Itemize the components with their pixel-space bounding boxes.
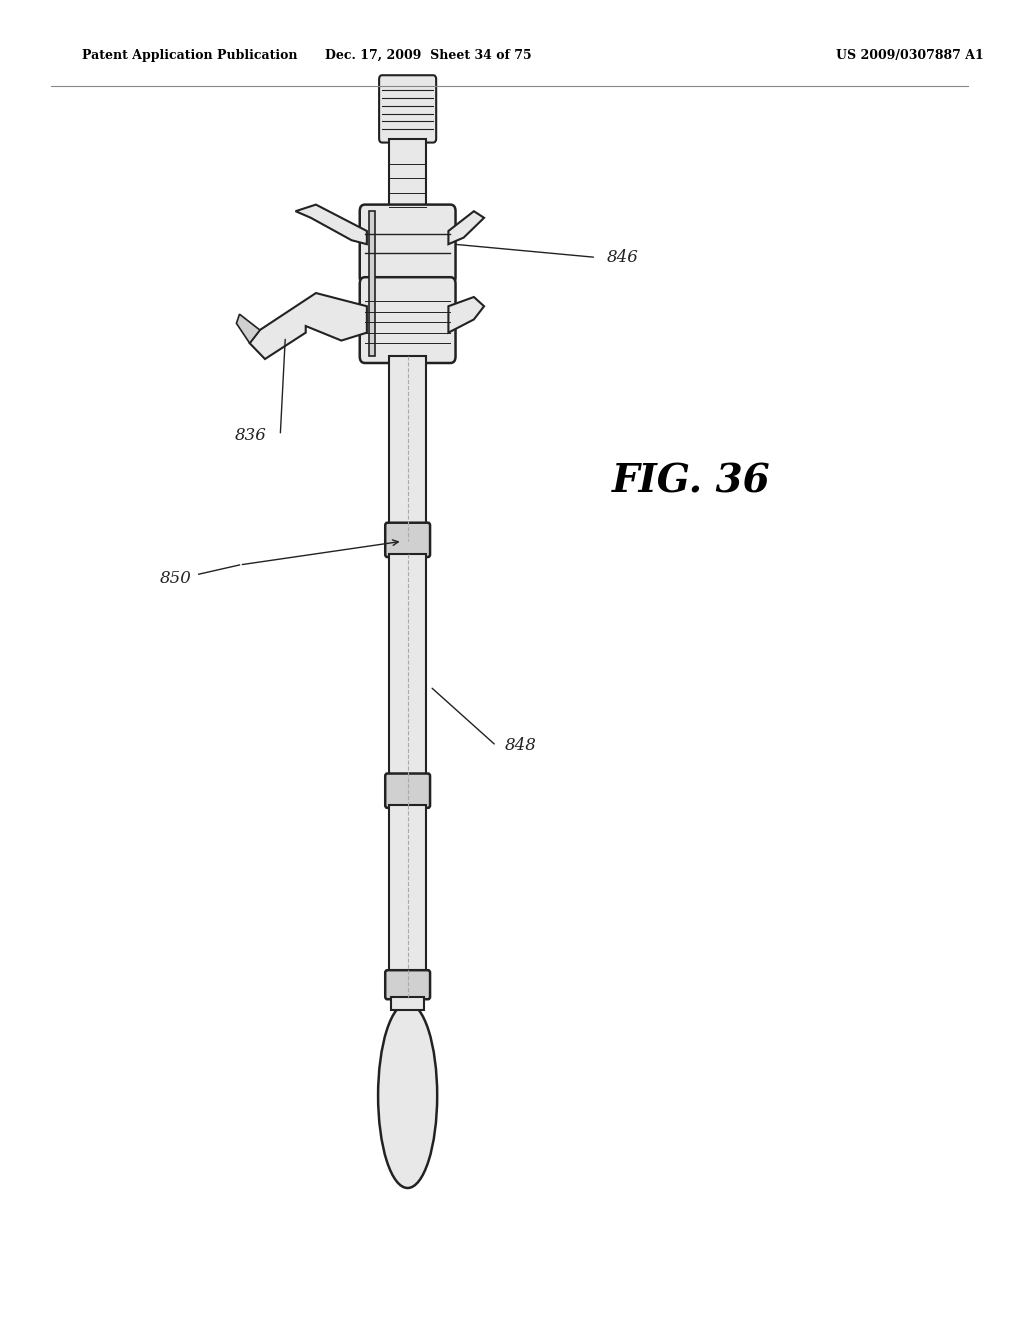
FancyBboxPatch shape — [391, 997, 424, 1010]
Text: 846: 846 — [606, 249, 638, 265]
FancyBboxPatch shape — [389, 554, 426, 805]
FancyBboxPatch shape — [385, 774, 430, 808]
FancyBboxPatch shape — [379, 75, 436, 143]
Ellipse shape — [378, 1003, 437, 1188]
Text: FIG. 36: FIG. 36 — [611, 463, 770, 500]
Text: 848: 848 — [505, 738, 537, 754]
Polygon shape — [237, 314, 260, 343]
Text: Patent Application Publication: Patent Application Publication — [82, 49, 297, 62]
Polygon shape — [449, 297, 484, 333]
Polygon shape — [369, 211, 375, 356]
Text: US 2009/0307887 A1: US 2009/0307887 A1 — [836, 49, 983, 62]
FancyBboxPatch shape — [359, 205, 456, 284]
FancyBboxPatch shape — [389, 139, 426, 211]
Text: 836: 836 — [236, 428, 267, 444]
Polygon shape — [449, 211, 484, 244]
FancyBboxPatch shape — [389, 356, 426, 541]
FancyBboxPatch shape — [389, 805, 426, 997]
Polygon shape — [250, 293, 367, 359]
Polygon shape — [296, 205, 367, 244]
FancyBboxPatch shape — [385, 523, 430, 557]
FancyBboxPatch shape — [359, 277, 456, 363]
Text: Dec. 17, 2009  Sheet 34 of 75: Dec. 17, 2009 Sheet 34 of 75 — [325, 49, 531, 62]
Text: 850: 850 — [160, 570, 191, 586]
FancyBboxPatch shape — [385, 970, 430, 999]
